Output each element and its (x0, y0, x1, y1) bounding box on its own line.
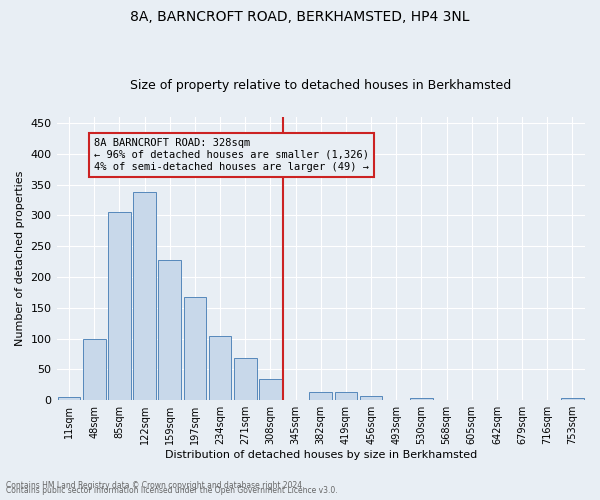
X-axis label: Distribution of detached houses by size in Berkhamsted: Distribution of detached houses by size … (164, 450, 477, 460)
Bar (158, 260, 181, 400)
Bar (108, 212, 131, 400)
Bar (310, 392, 332, 400)
Bar (209, 336, 232, 400)
Bar (561, 398, 584, 400)
Y-axis label: Number of detached properties: Number of detached properties (15, 171, 25, 346)
Bar (335, 392, 357, 400)
Text: Contains public sector information licensed under the Open Government Licence v3: Contains public sector information licen… (6, 486, 338, 495)
Bar (360, 396, 382, 400)
Text: Contains HM Land Registry data © Crown copyright and database right 2024.: Contains HM Land Registry data © Crown c… (6, 481, 305, 490)
Bar (234, 358, 257, 400)
Bar (184, 296, 206, 400)
Bar (410, 398, 433, 400)
Bar (133, 192, 156, 400)
Text: 8A, BARNCROFT ROAD, BERKHAMSTED, HP4 3NL: 8A, BARNCROFT ROAD, BERKHAMSTED, HP4 3NL (130, 10, 470, 24)
Bar (83, 338, 106, 400)
Title: Size of property relative to detached houses in Berkhamsted: Size of property relative to detached ho… (130, 79, 511, 92)
Bar (58, 397, 80, 400)
Bar (259, 380, 282, 400)
Text: 8A BARNCROFT ROAD: 328sqm
← 96% of detached houses are smaller (1,326)
4% of sem: 8A BARNCROFT ROAD: 328sqm ← 96% of detac… (94, 138, 369, 172)
